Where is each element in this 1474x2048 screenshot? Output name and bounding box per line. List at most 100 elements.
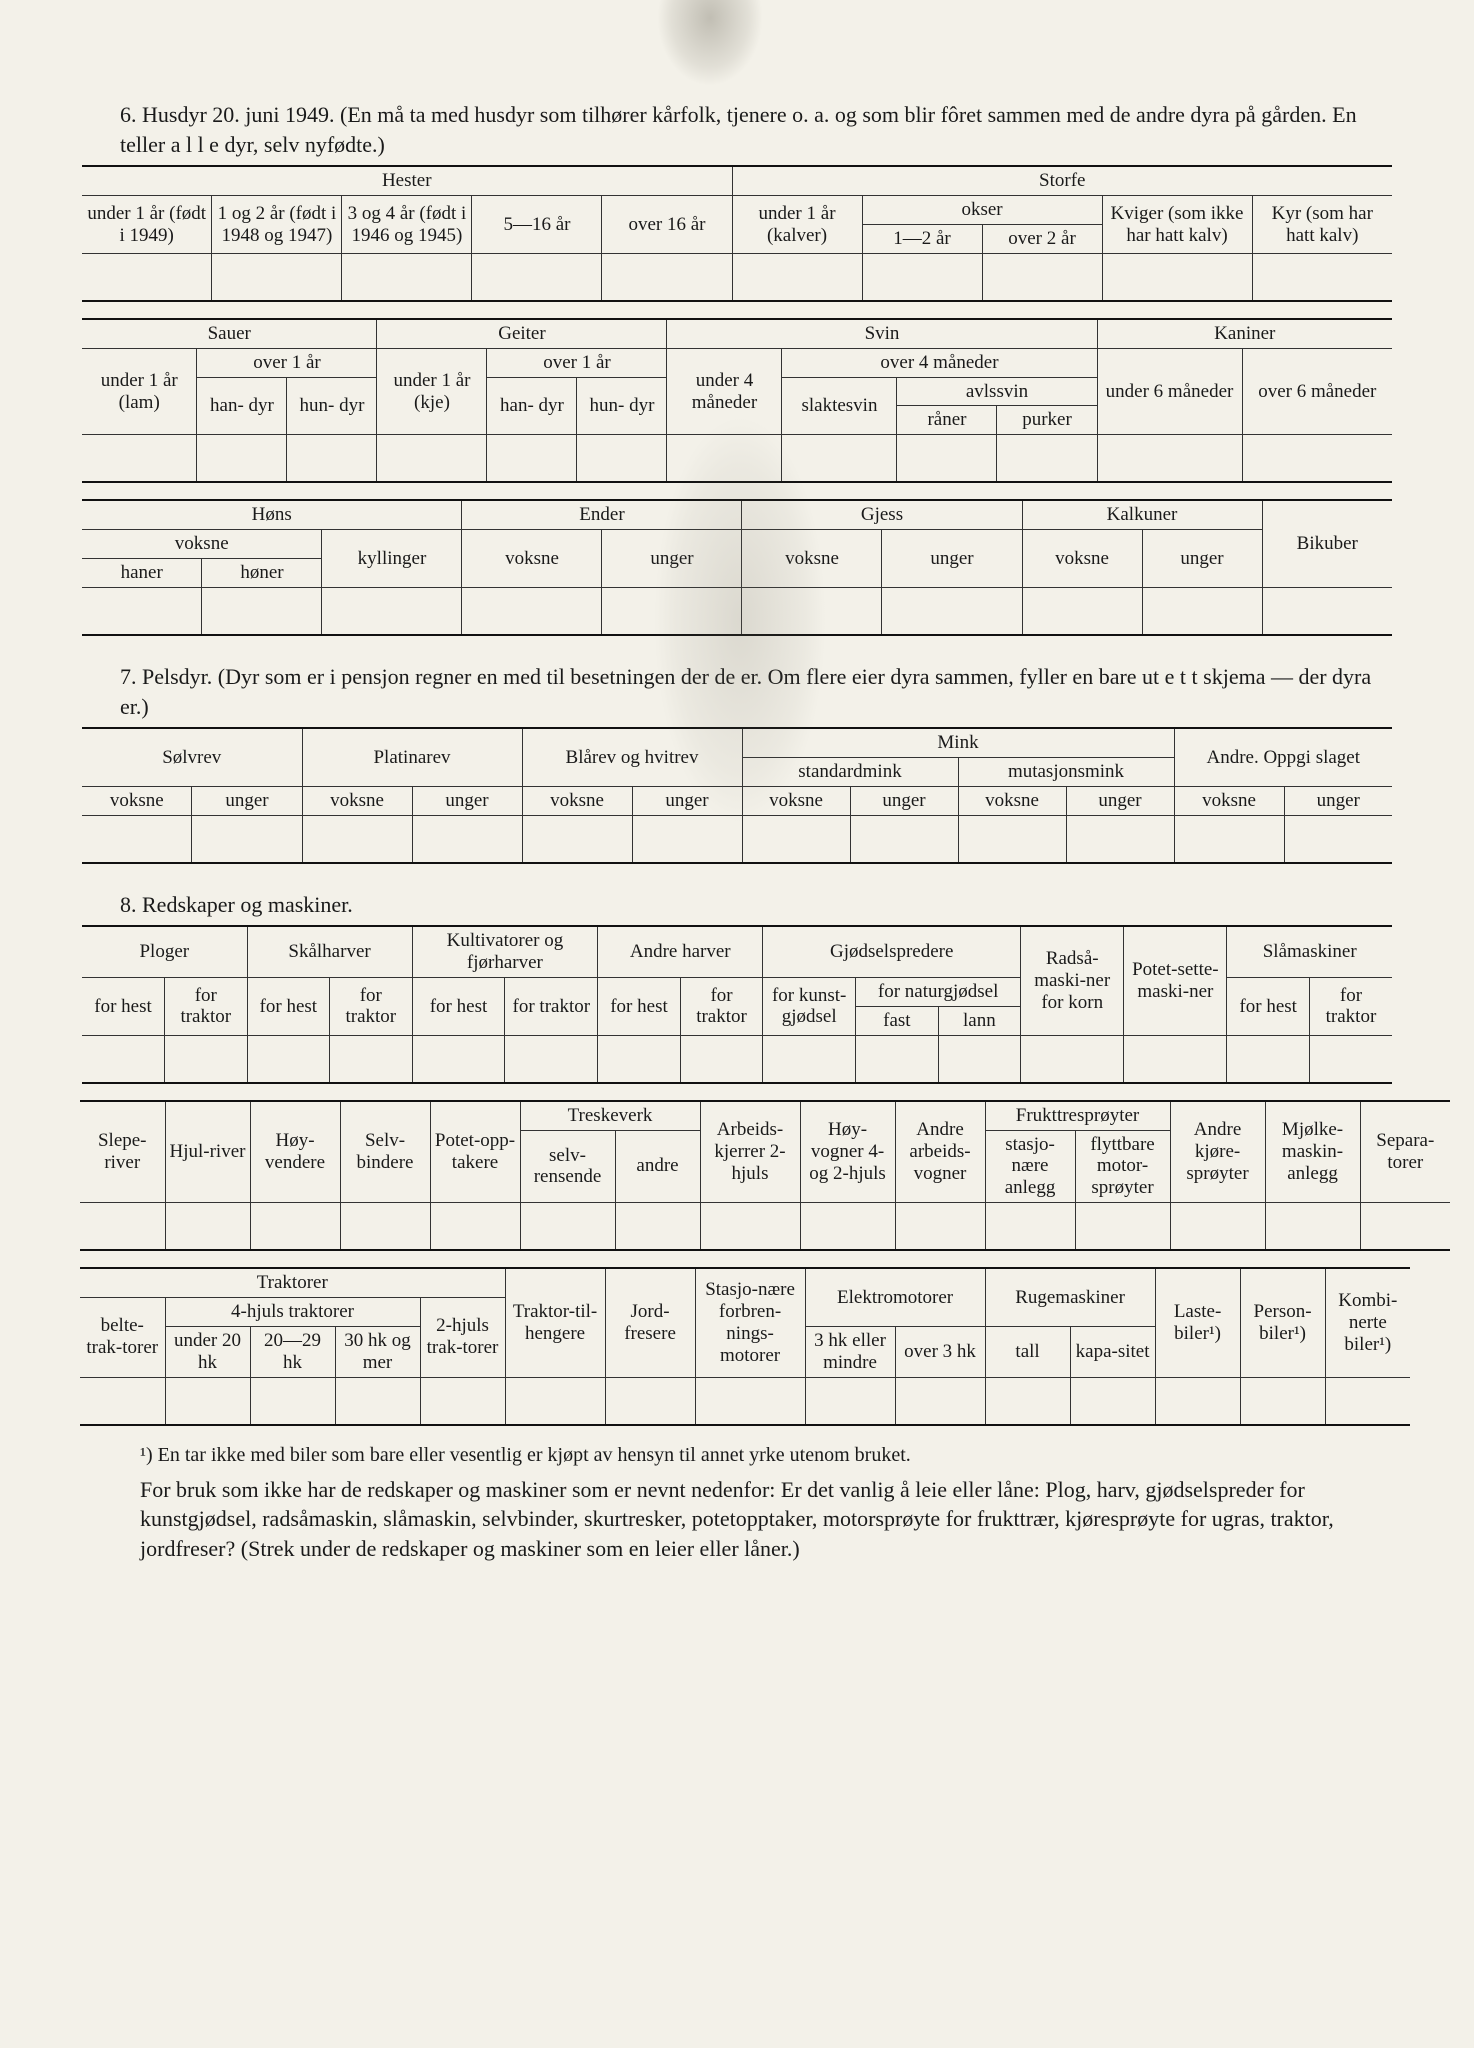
- col-group: Hester: [82, 166, 732, 195]
- data-cell: [763, 1035, 856, 1083]
- data-cell: [1170, 1203, 1265, 1251]
- data-cell: [577, 435, 667, 483]
- data-cell: [742, 815, 850, 863]
- col-head: voksne: [1022, 530, 1142, 588]
- data-cell: [1022, 587, 1142, 635]
- data-cell: [165, 1203, 250, 1251]
- data-cell: [856, 1035, 939, 1083]
- col-head: voksne: [958, 786, 1066, 815]
- data-cell: [80, 1203, 165, 1251]
- data-cell: [985, 1203, 1075, 1251]
- col-head: 5—16 år: [472, 196, 602, 254]
- col-group: Platinarev: [302, 728, 522, 786]
- data-cell: [615, 1203, 700, 1251]
- col-head: avlssvin: [897, 377, 1097, 406]
- col-head: unger: [632, 786, 742, 815]
- document-page: 6. Husdyr 20. juni 1949. (En må ta med h…: [0, 0, 1474, 2048]
- col-head: unger: [1142, 530, 1262, 588]
- data-cell: [695, 1377, 805, 1425]
- col-head: under 1 år (født i 1949): [82, 196, 212, 254]
- col-head: 3 og 4 år (født i 1946 og 1945): [342, 196, 472, 254]
- col-head: voksne: [82, 786, 192, 815]
- col-head: kapa-sitet: [1070, 1326, 1155, 1377]
- col-head: over 6 måneder: [1242, 348, 1392, 435]
- data-cell: [895, 1203, 985, 1251]
- col-head: for traktor: [1309, 978, 1392, 1036]
- data-cell: [667, 435, 782, 483]
- col-head: Selv-bindere: [340, 1101, 430, 1203]
- col-head: Laste-biler¹): [1155, 1268, 1240, 1377]
- col-head: Hjul-river: [165, 1101, 250, 1203]
- col-head: for hest: [412, 978, 505, 1036]
- data-cell: [1124, 1035, 1227, 1083]
- col-head: for hest: [247, 978, 330, 1036]
- col-head: for traktor: [680, 978, 763, 1036]
- col-head: over 1 år: [197, 348, 377, 377]
- col-head: Jord-fresere: [605, 1268, 695, 1377]
- col-group: Ender: [462, 500, 742, 529]
- section-6-heading: 6. Husdyr 20. juni 1949. (En må ta med h…: [120, 100, 1394, 159]
- data-cell: [462, 587, 602, 635]
- col-head: for naturgjødsel: [856, 978, 1021, 1007]
- col-group: Elektromotorer: [805, 1268, 985, 1326]
- data-cell: [1242, 435, 1392, 483]
- data-cell: [247, 1035, 330, 1083]
- col-group: Ploger: [82, 926, 247, 977]
- col-head: over 1 år: [487, 348, 667, 377]
- data-cell: [522, 815, 632, 863]
- data-cell: [1097, 435, 1242, 483]
- col-head: unger: [412, 786, 522, 815]
- col-head: unger: [882, 530, 1022, 588]
- data-cell: [782, 435, 897, 483]
- col-head: under 4 måneder: [667, 348, 782, 435]
- data-cell: [1070, 1377, 1155, 1425]
- col-group: Rugemaskiner: [985, 1268, 1155, 1326]
- col-group: Andre. Oppgi slaget: [1174, 728, 1392, 786]
- data-cell: [1265, 1203, 1360, 1251]
- col-head: for hest: [1227, 978, 1310, 1036]
- data-cell: [250, 1377, 335, 1425]
- col-head: 2-hjuls trak-torer: [420, 1298, 505, 1378]
- col-head: Separa-torer: [1360, 1101, 1450, 1203]
- col-head: voksne: [742, 530, 882, 588]
- col-head: 3 hk eller mindre: [805, 1326, 895, 1377]
- col-head: lann: [938, 1006, 1021, 1035]
- data-cell: [1075, 1203, 1170, 1251]
- col-head: for traktor: [165, 978, 248, 1036]
- data-cell: [742, 587, 882, 635]
- data-cell: [330, 1035, 413, 1083]
- data-cell: [250, 1203, 340, 1251]
- col-head: tall: [985, 1326, 1070, 1377]
- data-cell: [938, 1035, 1021, 1083]
- col-head: 1 og 2 år (født i 1948 og 1947): [212, 196, 342, 254]
- data-cell: [1325, 1377, 1410, 1425]
- data-cell: [602, 253, 732, 301]
- col-head: under 20 hk: [165, 1326, 250, 1377]
- col-head: under 1 år (kalver): [732, 196, 862, 254]
- col-head: over 3 hk: [895, 1326, 985, 1377]
- col-group: Traktorer: [80, 1268, 505, 1297]
- col-head: voksne: [302, 786, 412, 815]
- col-head: standardmink: [742, 758, 958, 787]
- col-group: Kalkuner: [1022, 500, 1262, 529]
- data-cell: [82, 253, 212, 301]
- col-head: over 16 år: [602, 196, 732, 254]
- table-hester-storfe: Hester Storfe under 1 år (født i 1949) 1…: [82, 165, 1392, 302]
- data-cell: [82, 815, 192, 863]
- data-cell: [412, 1035, 505, 1083]
- col-group: Storfe: [732, 166, 1392, 195]
- col-head: Potet-opp-takere: [430, 1101, 520, 1203]
- data-cell: [1262, 587, 1392, 635]
- data-cell: [302, 815, 412, 863]
- data-cell: [805, 1377, 895, 1425]
- data-cell: [1142, 587, 1262, 635]
- data-cell: [1066, 815, 1174, 863]
- table-hons-ender-gjess: Høns Ender Gjess Kalkuner Bikuber voksne…: [82, 499, 1392, 636]
- data-cell: [882, 587, 1022, 635]
- col-group: Kaniner: [1097, 319, 1392, 348]
- col-head: råner: [897, 406, 997, 435]
- data-cell: [82, 1035, 165, 1083]
- data-cell: [192, 815, 302, 863]
- col-head: for hest: [598, 978, 681, 1036]
- table-sauer-geiter-svin-kaniner: Sauer Geiter Svin Kaniner under 1 år (la…: [82, 318, 1392, 483]
